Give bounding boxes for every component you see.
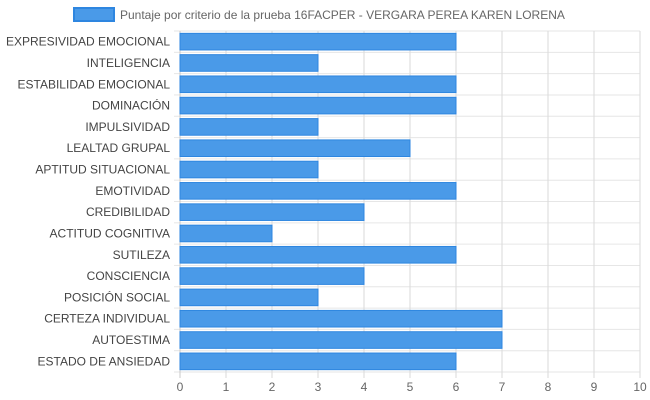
x-tick-label: 7 [499, 380, 506, 394]
bar[interactable] [179, 331, 503, 349]
y-tick-label: EMOTIVIDAD [95, 184, 170, 198]
y-tick-label: CREDIBILIDAD [86, 205, 170, 219]
y-axis-labels: EXPRESIVIDAD EMOCIONAL INTELIGENCIA ESTABI… [6, 35, 170, 369]
legend-label[interactable]: Puntaje por criterio de la prueba 16FACP… [120, 8, 565, 22]
bar[interactable] [179, 182, 457, 200]
x-tick-label: 4 [361, 380, 368, 394]
x-tick-label: 8 [545, 380, 552, 394]
bars [179, 32, 503, 371]
bar[interactable] [179, 309, 503, 328]
bar[interactable] [179, 160, 319, 179]
bar[interactable] [179, 32, 457, 51]
legend-swatch[interactable] [73, 7, 115, 22]
bar[interactable] [179, 118, 319, 136]
y-tick-label: ESTADO DE ANSIEDAD [38, 354, 171, 368]
bar[interactable] [179, 267, 365, 285]
y-tick-label: AUTOESTIMA [92, 333, 170, 347]
y-tick-label: ACTITUD COGNITIVA [50, 226, 170, 240]
y-tick-label: CERTEZA INDIVIDUAL [44, 312, 170, 326]
bar[interactable] [179, 288, 319, 307]
bar[interactable] [179, 203, 365, 221]
bar[interactable] [179, 96, 457, 115]
x-tick-label: 0 [177, 380, 184, 394]
legend[interactable]: Puntaje por criterio de la prueba 16FACP… [73, 7, 565, 22]
y-tick-label: DOMINACIÓN [92, 98, 170, 113]
x-tick-label: 9 [591, 380, 598, 394]
bar[interactable] [179, 352, 457, 371]
y-tick-label: LEALTAD GRUPAL [67, 141, 171, 155]
y-tick-label: CONSCIENCIA [87, 269, 170, 283]
x-tick-label: 2 [269, 380, 276, 394]
y-tick-label: APTITUD SITUACIONAL [35, 163, 170, 177]
y-tick-label: INTELIGENCIA [87, 56, 170, 70]
y-tick-label: SUTILEZA [113, 248, 170, 262]
x-tick-label: 5 [407, 380, 414, 394]
bar[interactable] [179, 139, 411, 158]
x-tick-label: 6 [453, 380, 460, 394]
y-tick-label: EXPRESIVIDAD EMOCIONAL [6, 35, 170, 49]
y-tick-label: ESTABILIDAD EMOCIONAL [18, 77, 171, 91]
y-tick-label: IMPULSIVIDAD [85, 120, 170, 134]
x-axis-labels: 0 1 2 3 4 5 6 7 8 9 10 [177, 380, 647, 394]
x-tick-label: 1 [223, 380, 230, 394]
x-tick-label: 10 [633, 380, 647, 394]
x-tick-label: 3 [315, 380, 322, 394]
bar[interactable] [179, 54, 319, 72]
y-tick-label: POSICIÓN SOCIAL [64, 289, 170, 304]
bar[interactable] [179, 75, 457, 94]
bar[interactable] [179, 245, 457, 264]
bar[interactable] [179, 224, 273, 243]
